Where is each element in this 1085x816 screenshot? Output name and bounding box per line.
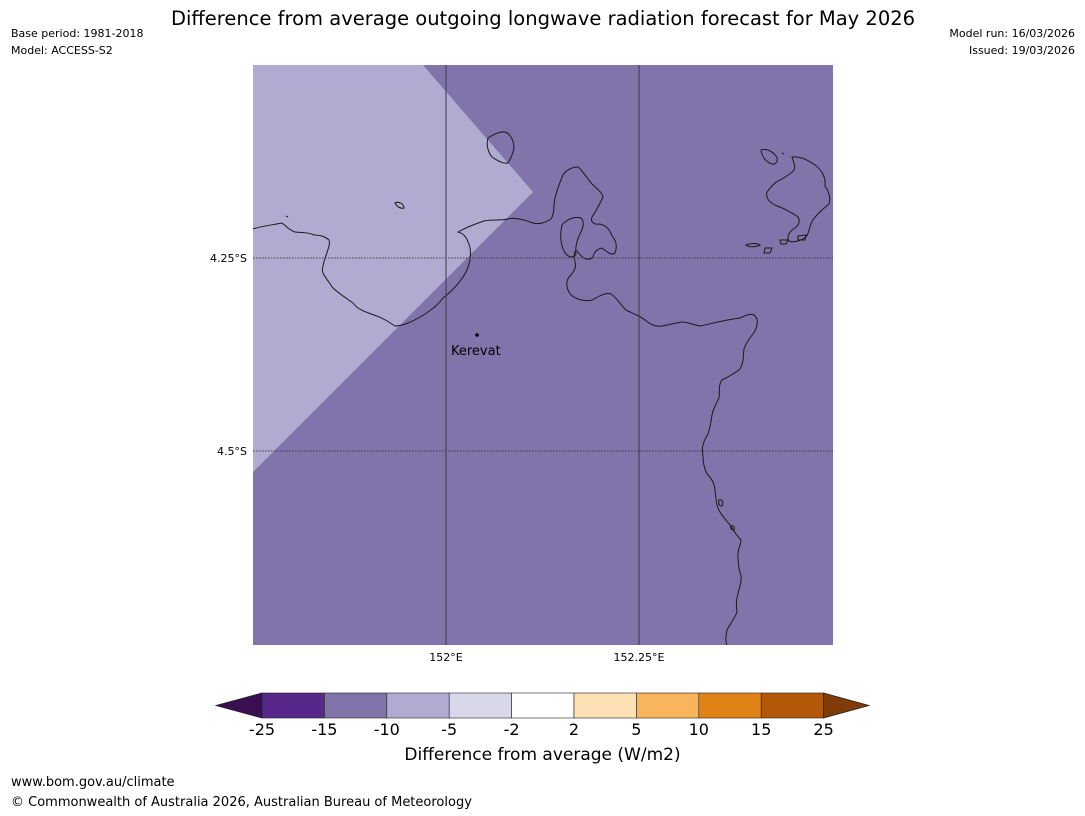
model-name: Model: ACCESS-S2 bbox=[11, 44, 113, 57]
colorbar-tick-label: 2 bbox=[568, 720, 580, 739]
map-title: Difference from average outgoing longwav… bbox=[170, 7, 916, 30]
colorbar-segment bbox=[324, 692, 388, 719]
lat-label-4-5: 4.5°S bbox=[217, 445, 247, 458]
colorbar-tick-label: 10 bbox=[688, 720, 709, 739]
lon-label-152-25: 152.25°E bbox=[614, 651, 665, 664]
meta-left: Base period: 1981-2018 Model: ACCESS-S2 bbox=[11, 25, 143, 59]
kerevat-marker bbox=[475, 333, 479, 337]
colorbar-segment bbox=[448, 692, 512, 719]
colorbar-segment bbox=[760, 692, 824, 719]
meta-right: Model run: 16/03/2026 Issued: 19/03/2026 bbox=[949, 25, 1075, 59]
colorbar-segment bbox=[698, 692, 762, 719]
colorbar-tick-label: -25 bbox=[248, 720, 276, 739]
lon-label-152: 152°E bbox=[429, 651, 462, 664]
model-run: Model run: 16/03/2026 bbox=[949, 27, 1075, 40]
colorbar-tick-label: 15 bbox=[751, 720, 772, 739]
anomaly-region-light bbox=[253, 65, 533, 472]
colorbar-segment bbox=[573, 692, 637, 719]
lat-label-4-25: 4.25°S bbox=[210, 252, 247, 265]
colorbar bbox=[214, 692, 871, 719]
colorbar-label: Difference from average (W/m2) bbox=[404, 745, 681, 765]
colorbar-tick-label: -2 bbox=[503, 720, 520, 739]
base-period: Base period: 1981-2018 bbox=[11, 27, 144, 40]
map-area: Kerevat bbox=[253, 65, 833, 645]
colorbar-segment bbox=[511, 692, 575, 719]
kerevat-label: Kerevat bbox=[451, 344, 501, 359]
footer-url: www.bom.gov.au/climate bbox=[11, 775, 175, 790]
colorbar-extend-high bbox=[823, 692, 871, 719]
colorbar-tick-label: 5 bbox=[631, 720, 642, 739]
footer-copyright: © Commonwealth of Australia 2026, Austra… bbox=[11, 795, 472, 810]
issued-date: Issued: 19/03/2026 bbox=[968, 44, 1075, 57]
colorbar-segment bbox=[636, 692, 700, 719]
colorbar-tick-label: -15 bbox=[311, 720, 338, 739]
colorbar-segment bbox=[261, 692, 325, 719]
colorbar-tick-label: -5 bbox=[441, 720, 458, 739]
colorbar-tick-label: -10 bbox=[373, 720, 400, 739]
gridlines bbox=[253, 65, 833, 645]
coastline bbox=[253, 131, 831, 645]
colorbar-extend-low bbox=[214, 692, 263, 719]
colorbar-tick-label: 25 bbox=[813, 720, 834, 739]
colorbar-segment bbox=[386, 692, 450, 719]
